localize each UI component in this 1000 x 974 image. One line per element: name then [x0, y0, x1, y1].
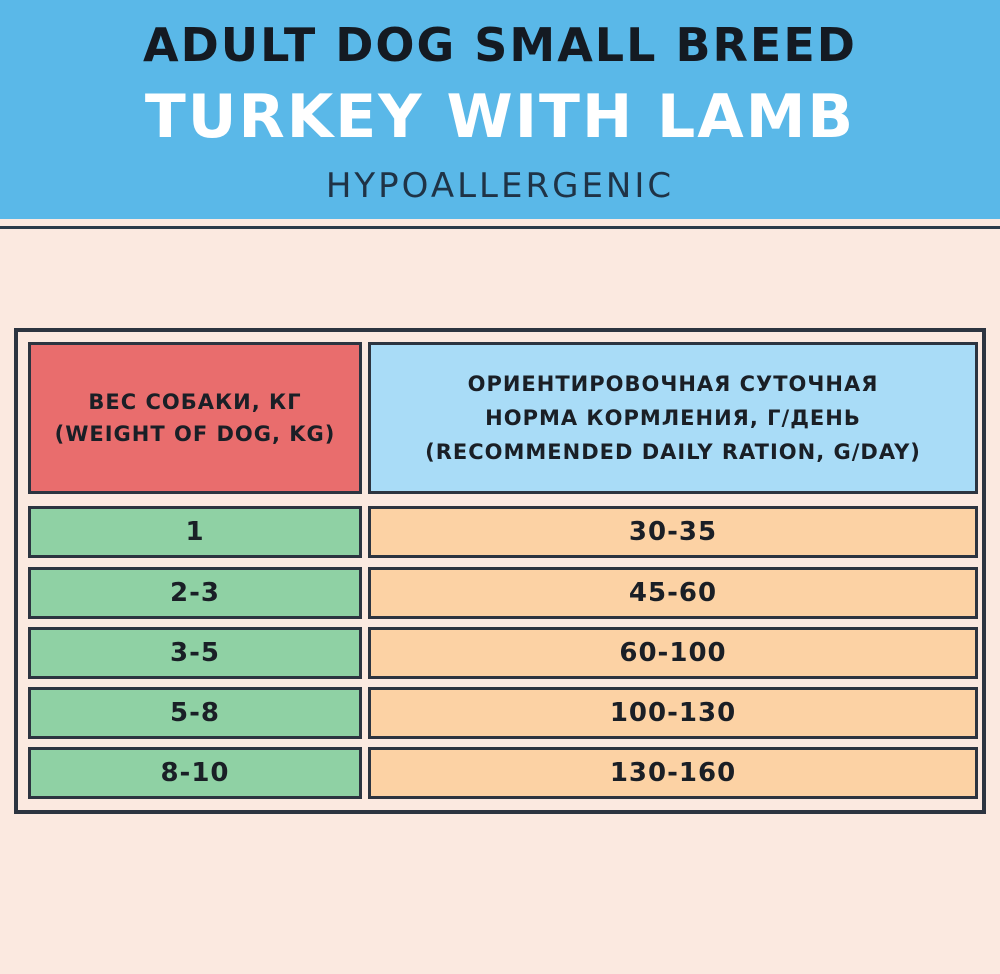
ration-cell: 30-35 [368, 506, 978, 558]
header-divider [0, 219, 1000, 229]
weight-column-header: ВЕС СОБАКИ, КГ (WEIGHT OF DOG, KG) [28, 342, 362, 494]
ration-cell: 60-100 [368, 627, 978, 679]
product-subtitle: HYPOALLERGENIC [325, 166, 675, 206]
product-flavor-title: TURKEY WITH LAMB [144, 82, 856, 152]
weight-cell: 8-10 [28, 747, 362, 799]
ration-column-header: ОРИЕНТИРОВОЧНАЯ СУТОЧНАЯ НОРМА КОРМЛЕНИЯ… [368, 342, 978, 494]
ration-header-en: (RECOMMENDED DAILY RATION, G/DAY) [425, 440, 921, 464]
weight-cell: 3-5 [28, 627, 362, 679]
weight-cell: 1 [28, 506, 362, 558]
feeding-table: ВЕС СОБАКИ, КГ (WEIGHT OF DOG, KG) ОРИЕН… [14, 328, 986, 814]
weight-header-ru: ВЕС СОБАКИ, КГ [88, 390, 302, 414]
ration-header-ru-line2: НОРМА КОРМЛЕНИЯ, Г/ДЕНЬ [485, 406, 861, 430]
product-header: ADULT DOG SMALL BREED TURKEY WITH LAMB H… [0, 0, 1000, 219]
weight-header-en: (WEIGHT OF DOG, KG) [54, 422, 336, 446]
product-line-title: ADULT DOG SMALL BREED [143, 18, 857, 72]
ration-cell: 100-130 [368, 687, 978, 739]
ration-cell: 45-60 [368, 567, 978, 619]
weight-cell: 2-3 [28, 567, 362, 619]
ration-header-ru-line1: ОРИЕНТИРОВОЧНАЯ СУТОЧНАЯ [467, 372, 879, 396]
weight-cell: 5-8 [28, 687, 362, 739]
ration-cell: 130-160 [368, 747, 978, 799]
